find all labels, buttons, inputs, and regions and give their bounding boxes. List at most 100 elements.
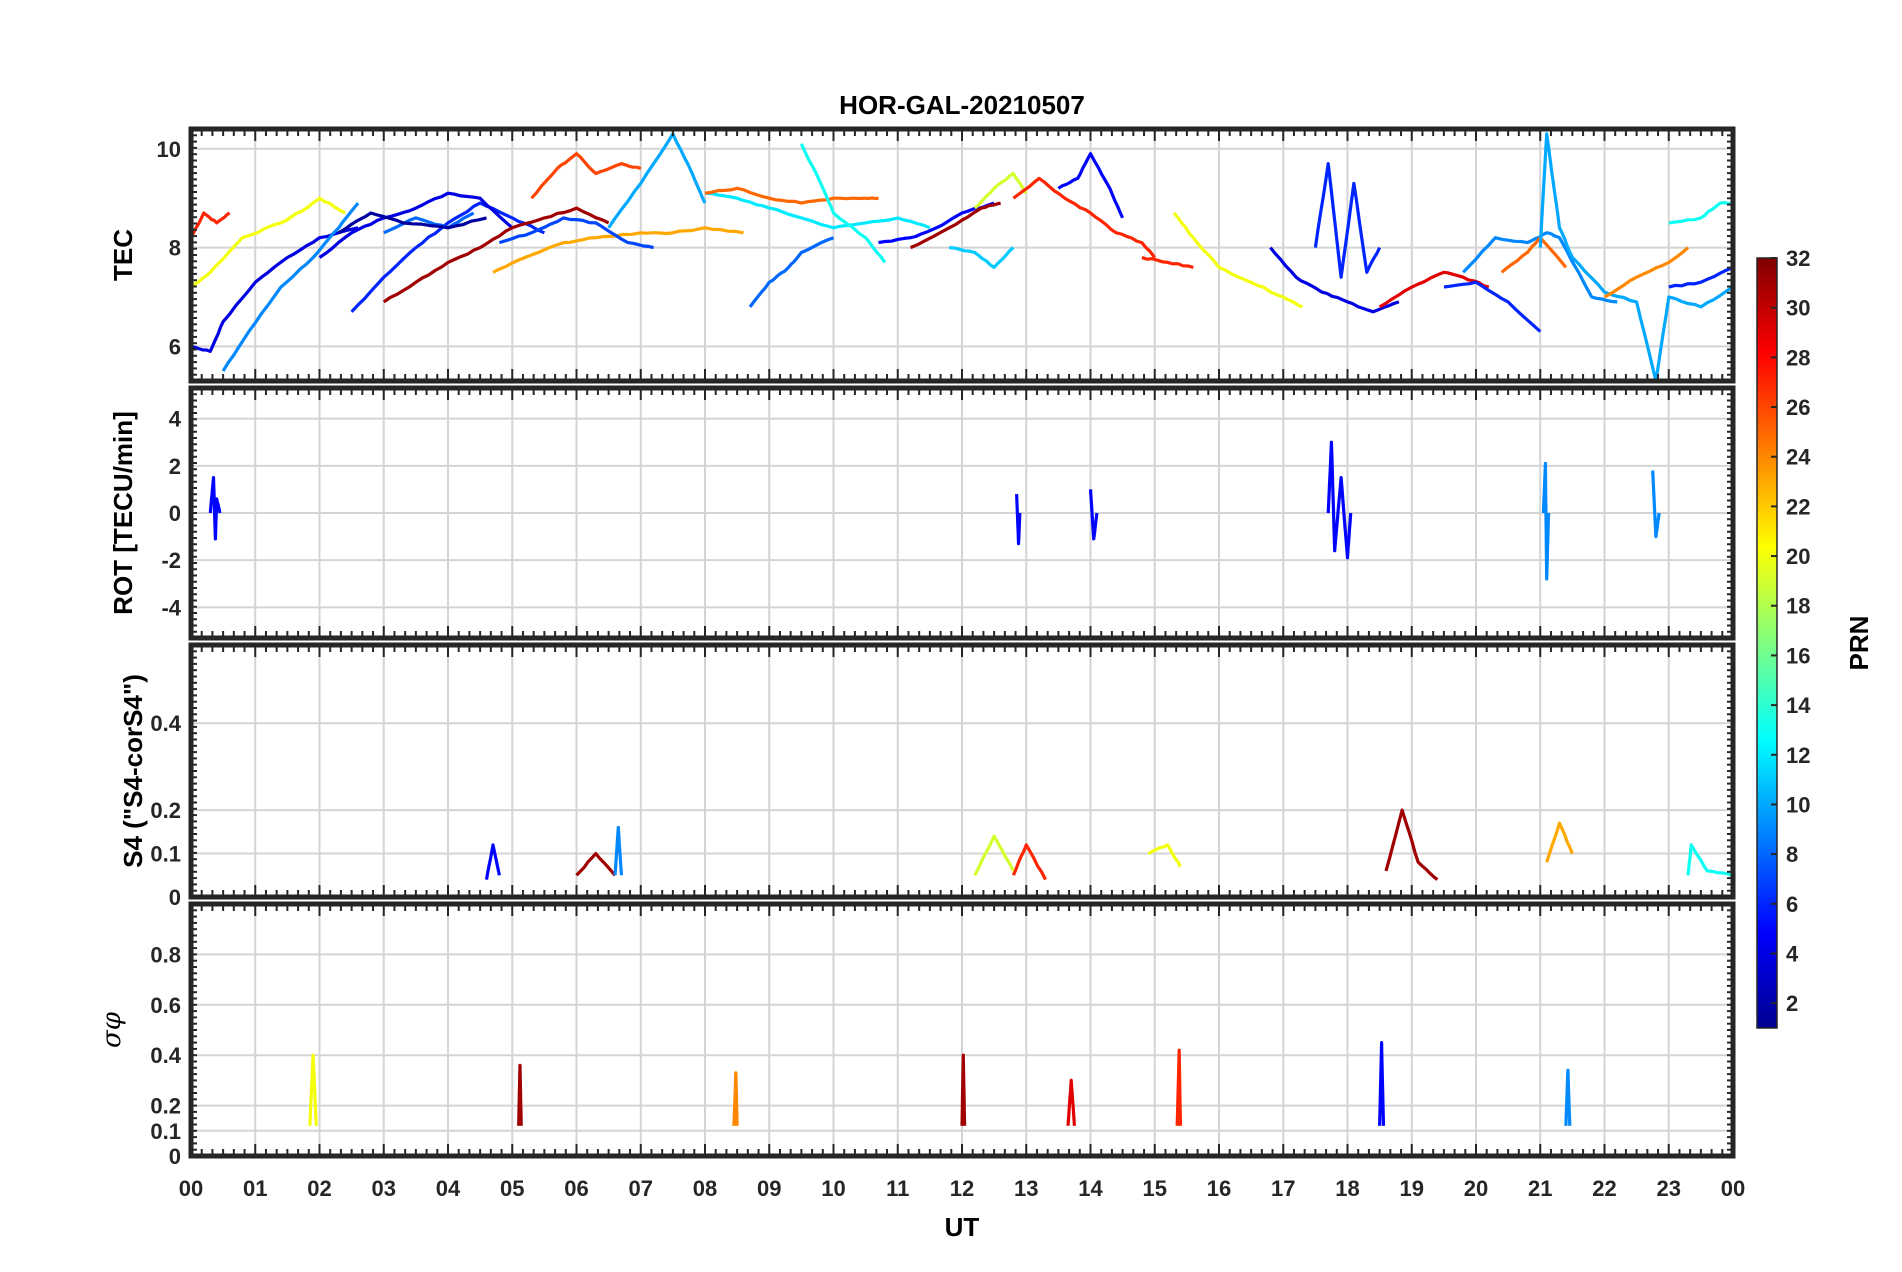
colorbar-tick-label: 14	[1786, 693, 1811, 718]
series-line-prn-13	[1668, 201, 1733, 225]
x-tick-label: 03	[372, 1176, 396, 1201]
x-tick-label: 15	[1143, 1176, 1167, 1201]
y-axis-label-1: ROT [TECU/min]	[108, 411, 138, 615]
series-line-prn-4	[1269, 246, 1400, 314]
y-tick-label: -4	[161, 595, 181, 620]
colorbar-tick-label: 30	[1786, 296, 1810, 321]
panel-2: 0 0.1 0.2 0.4S4 ("S4-corS4")	[118, 642, 1736, 910]
x-tick-label: 17	[1271, 1176, 1295, 1201]
y-tick-label: 2	[169, 454, 181, 479]
y-tick-label: 0.4	[150, 711, 181, 736]
series-line-prn-31	[909, 201, 1001, 250]
x-tick-label: 12	[950, 1176, 974, 1201]
series-line-prn-4	[191, 226, 359, 353]
y-tick-label: 8	[169, 236, 181, 261]
series-line-prn-26	[530, 152, 642, 200]
series-line-prn-10	[1538, 132, 1733, 381]
colorbar-tick-label: 2	[1786, 991, 1798, 1016]
y-tick-label: 0	[169, 885, 181, 910]
y-tick-label: 10	[157, 137, 181, 162]
series-line-prn-20	[308, 1053, 318, 1126]
panel-1-ticks	[190, 387, 1734, 639]
x-tick-label: 11	[886, 1176, 909, 1201]
x-tick-label: 04	[436, 1176, 461, 1201]
series-line-prn-9	[1651, 470, 1661, 539]
panel-0: 6 8 10 TEC	[108, 126, 1736, 384]
x-tick-label: 14	[1078, 1176, 1103, 1201]
colorbar-tick-label: 24	[1786, 445, 1811, 470]
series-line-prn-25	[704, 186, 879, 205]
y-tick-label: -2	[161, 548, 181, 573]
series-line-prn-31	[517, 1063, 523, 1126]
series-line-prn-23	[1545, 821, 1574, 863]
panel-3-ticks	[190, 903, 1734, 1157]
series-line-prn-5	[1057, 152, 1125, 219]
series-line-prn-12	[704, 191, 931, 230]
series-line-prn-29	[1066, 1078, 1076, 1126]
series-line-prn-24	[732, 1071, 739, 1126]
series-line-prn-9	[1462, 231, 1618, 304]
x-tick-label: 10	[821, 1176, 845, 1201]
series-line-prn-5	[1015, 494, 1022, 546]
series-line-prn-5	[1088, 489, 1099, 541]
panel-1: -4 -2 0 2 4 ROT [TECU/min]	[108, 385, 1736, 641]
series-line-prn-6	[350, 201, 546, 313]
series-line-prn-13	[1686, 843, 1733, 877]
series-line-prn-6	[1443, 280, 1542, 333]
series-line-prn-5	[484, 843, 501, 880]
colorbar-tick-label: 4	[1786, 941, 1799, 966]
chart-title: HOR-GAL-20210507	[839, 90, 1085, 120]
series-line-prn-24	[1603, 246, 1690, 299]
series-line-prn-27	[1012, 176, 1157, 259]
series-line-prn-11	[949, 246, 1015, 269]
colorbar-tick-label: 8	[1786, 842, 1798, 867]
colorbar-tick-label: 32	[1786, 246, 1810, 271]
panel-3: 00.10.2 0.4 0.6 0.8 σφ	[97, 901, 1736, 1169]
x-tick-label: 01	[243, 1176, 267, 1201]
y-axis-label-0: TEC	[108, 229, 138, 281]
y-tick-label: 0.1	[150, 1119, 181, 1144]
colorbar-tick-label: 6	[1786, 892, 1798, 917]
colorbar-tick-label: 26	[1786, 395, 1810, 420]
series-line-prn-27	[1175, 1048, 1183, 1126]
y-tick-label: 0.2	[150, 1094, 181, 1119]
series-line-prn-8	[383, 211, 475, 235]
colorbar-label: PRN	[1844, 616, 1874, 671]
x-tick-label: 22	[1592, 1176, 1616, 1201]
x-tick-label: 00	[179, 1176, 203, 1201]
x-tick-label: 20	[1464, 1176, 1488, 1201]
colorbar-tick-label: 16	[1786, 643, 1810, 668]
y-tick-label: 6	[169, 334, 181, 359]
colorbar-tick-label: 22	[1786, 494, 1810, 519]
colorbar-tick-label: 10	[1786, 792, 1810, 817]
y-axis-label-s4: S4 ("S4-corS4")	[118, 674, 148, 868]
x-tick-label: 02	[307, 1176, 331, 1201]
x-tick-label: 18	[1335, 1176, 1359, 1201]
series-line-prn-5	[1378, 1040, 1386, 1126]
x-tick-label: 16	[1207, 1176, 1231, 1201]
y-tick-label: 0.8	[150, 942, 181, 967]
series-line-prn-7	[498, 216, 654, 250]
y-tick-label: 0	[169, 1144, 181, 1169]
series-line-prn-9	[1541, 461, 1551, 581]
y-tick-label: 0.6	[150, 993, 181, 1018]
y-tick-label: 0.4	[150, 1043, 181, 1068]
x-tick-label: 05	[500, 1176, 524, 1201]
series-line-prn-19	[973, 171, 1028, 210]
x-tick-label: 08	[693, 1176, 717, 1201]
x-tick-label: 07	[629, 1176, 653, 1201]
series-line-prn-8	[748, 236, 835, 308]
series-line-prn-31	[960, 1053, 967, 1126]
series-line-prn-27	[191, 211, 231, 239]
colorbar-tick-label: 18	[1786, 594, 1810, 619]
series-line-prn-27	[1011, 843, 1047, 881]
panel-0-ticks	[190, 128, 1734, 382]
series-line-prn-9	[613, 825, 624, 876]
series-line-prn-20	[191, 196, 346, 289]
x-tick-label: 00	[1721, 1176, 1745, 1201]
x-tick-label: 21	[1528, 1176, 1552, 1201]
series-line-prn-31	[1384, 808, 1439, 881]
x-axis-label: UT	[945, 1212, 980, 1242]
